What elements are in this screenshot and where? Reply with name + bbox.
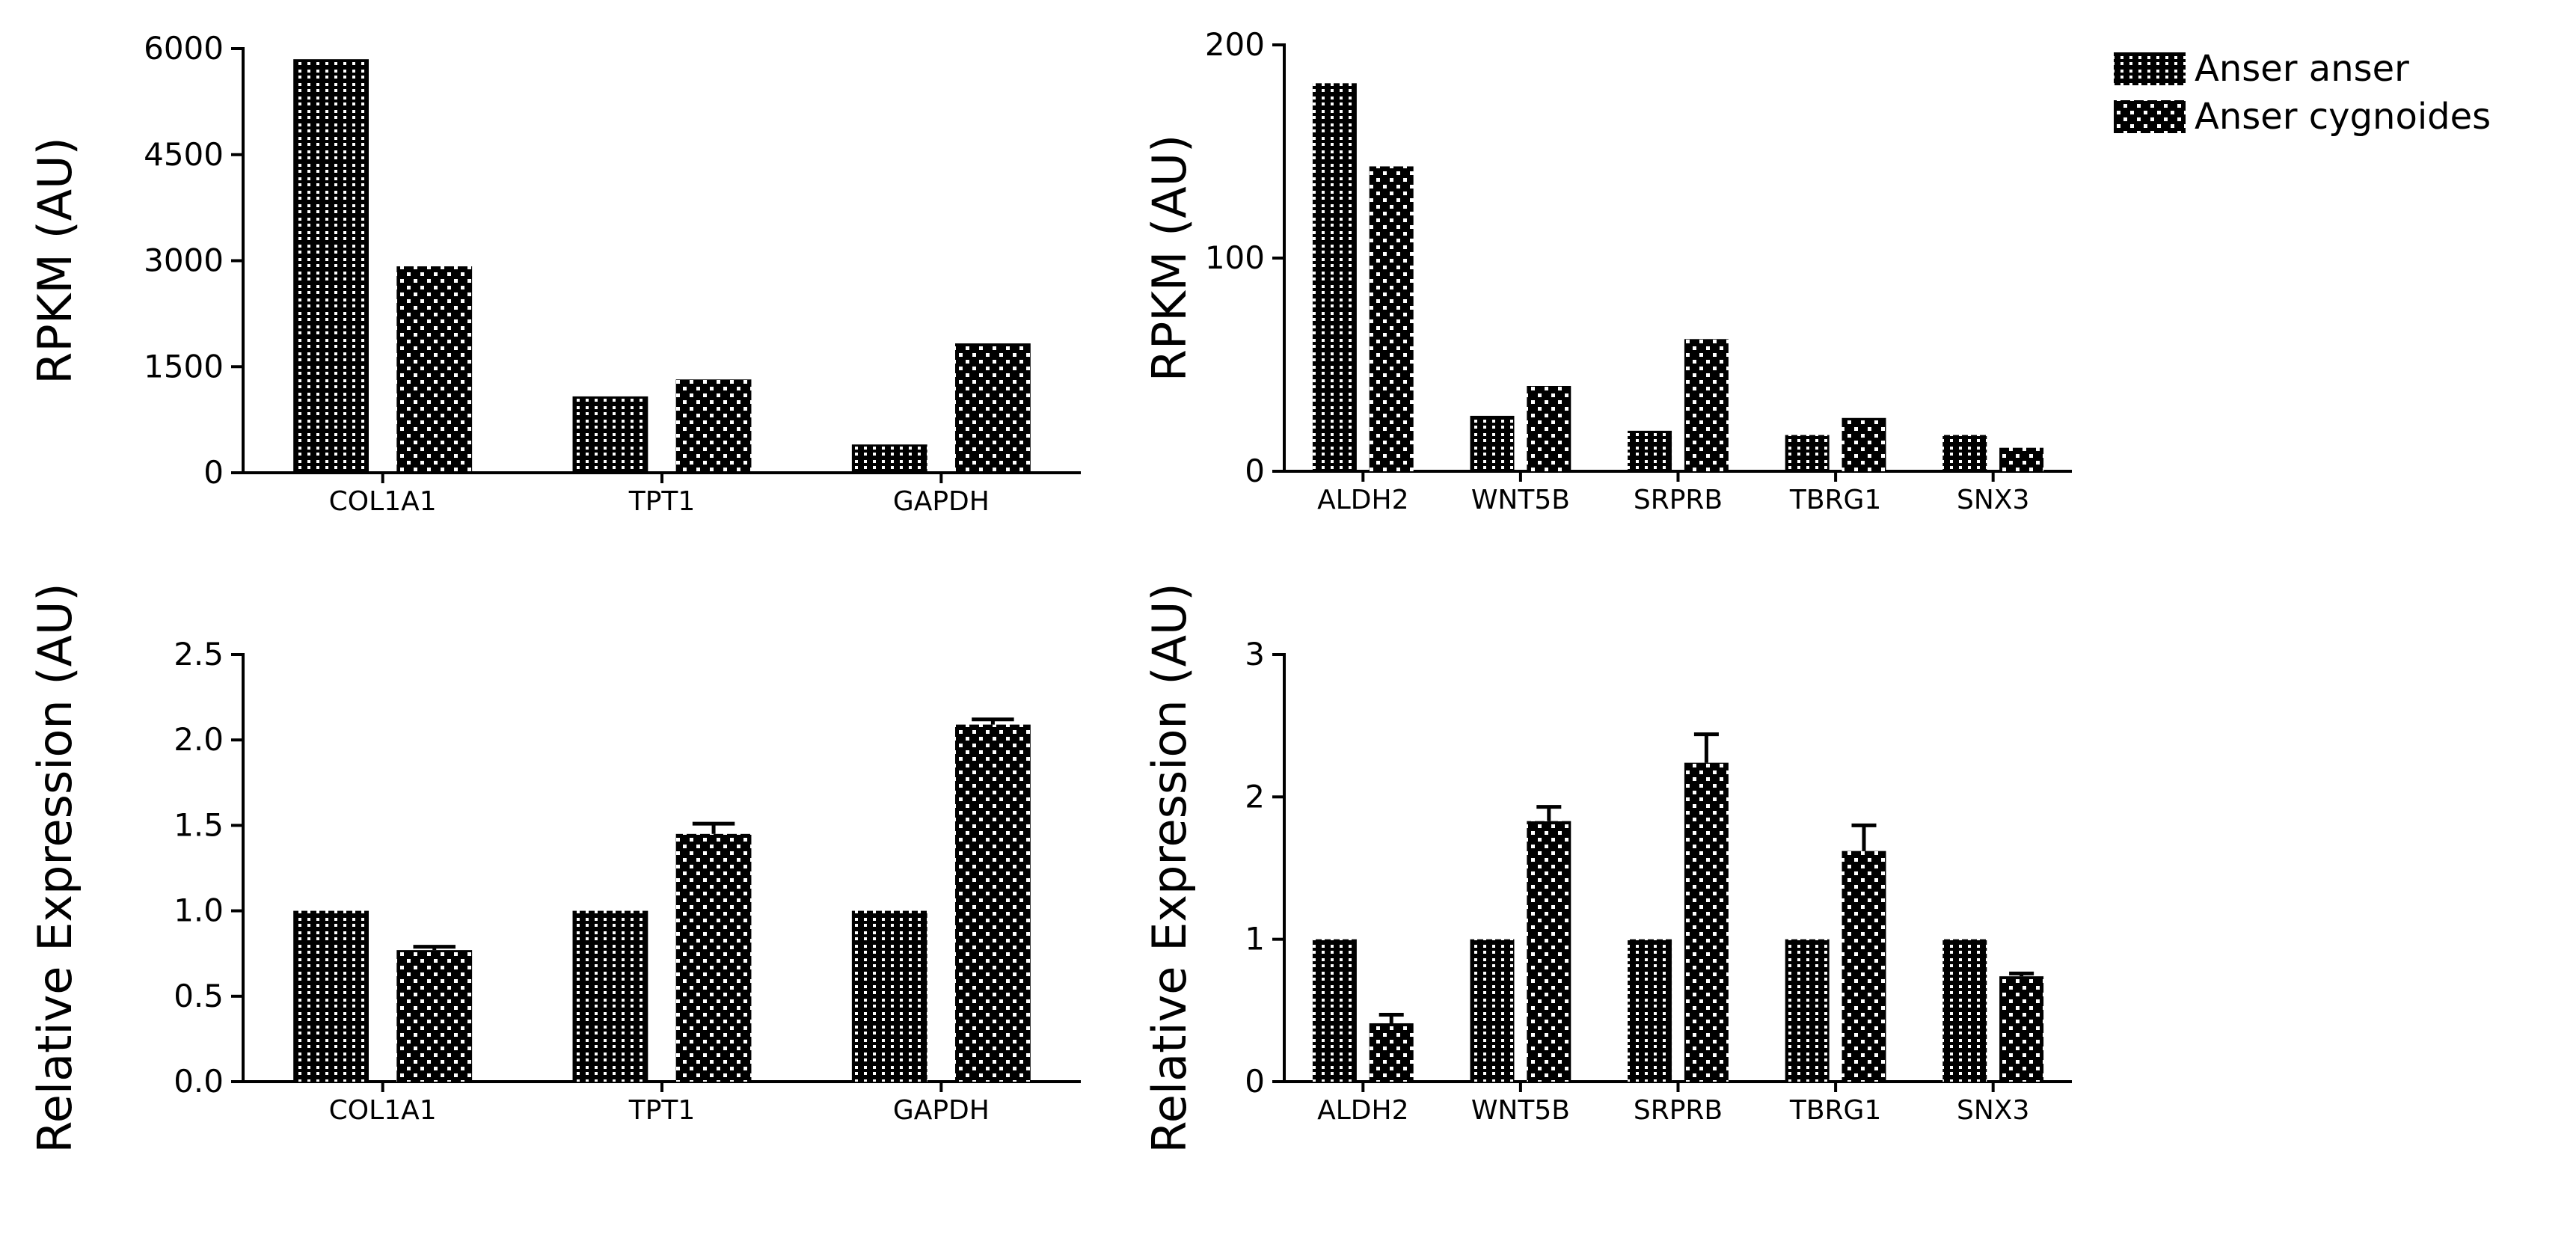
bar-anser-anser-gapdh bbox=[851, 444, 927, 473]
y-tick-label: 4500 bbox=[144, 136, 224, 173]
legend: Anser anser Anser cygnoides bbox=[2114, 48, 2491, 138]
legend-label-anser-anser: Anser anser bbox=[2195, 48, 2409, 90]
y-tick-label: 0 bbox=[1245, 453, 1265, 489]
bar-anser-anser-srprb bbox=[1628, 430, 1672, 471]
legend-label-anser-cygnoides: Anser cygnoides bbox=[2195, 96, 2491, 138]
relative-expression-chart-left: 0.0 0.5 1.0 1.5 2.0 2.5 Relative Expression (A… bbox=[28, 583, 1081, 1153]
bar-anser-cygnoides-tbrg1 bbox=[1841, 417, 1886, 471]
x-category-label: SNX3 bbox=[1957, 485, 2029, 515]
bar-anser-anser-tbrg1 bbox=[1785, 939, 1830, 1082]
y-axis-title: RPKM (AU) bbox=[28, 137, 82, 384]
bar-anser-anser-col1a1 bbox=[293, 910, 369, 1082]
bar-anser-cygnoides-aldh2 bbox=[1369, 166, 1414, 471]
legend-swatch-anser-cygnoides bbox=[2114, 100, 2186, 133]
y-tick-label: 0.0 bbox=[174, 1063, 224, 1100]
y-tick-label: 3000 bbox=[144, 242, 224, 279]
y-tick-label: 1500 bbox=[144, 348, 224, 384]
bar-anser-anser-wnt5b bbox=[1470, 939, 1515, 1082]
x-category-label: SNX3 bbox=[1957, 1095, 2029, 1126]
x-category-label: TPT1 bbox=[628, 486, 696, 517]
bar-anser-cygnoides-gapdh bbox=[955, 343, 1031, 473]
bar-anser-cygnoides-tbrg1 bbox=[1841, 851, 1886, 1082]
bar-anser-anser-gapdh bbox=[851, 910, 927, 1082]
y-tick-label: 1.0 bbox=[174, 892, 224, 929]
x-category-label: SRPRB bbox=[1634, 485, 1723, 515]
bar-anser-anser-snx3 bbox=[1942, 939, 1987, 1082]
bar-anser-anser-tbrg1 bbox=[1785, 435, 1830, 471]
bar-anser-anser-wnt5b bbox=[1470, 415, 1515, 471]
bar-anser-cygnoides-tpt1 bbox=[675, 379, 752, 473]
x-category-label: TBRG1 bbox=[1789, 1095, 1882, 1126]
bar-anser-cygnoides-wnt5b bbox=[1527, 821, 1571, 1082]
rpkm-chart-right: 0 100 200 RPKM (AU) ALDH2 WNT5B SRPRB TBRG1 SNX3 bbox=[1142, 26, 2072, 515]
x-category-label: GAPDH bbox=[893, 486, 990, 517]
y-tick-label: 1.5 bbox=[174, 806, 224, 843]
bar-anser-cygnoides-tpt1 bbox=[675, 833, 752, 1082]
y-tick-label: 6000 bbox=[144, 30, 224, 67]
x-category-label: COL1A1 bbox=[329, 486, 437, 517]
y-tick-label: 2.0 bbox=[174, 721, 224, 758]
bar-anser-anser-tpt1 bbox=[572, 396, 648, 473]
x-category-label: WNT5B bbox=[1471, 485, 1570, 515]
x-category-label: TBRG1 bbox=[1789, 485, 1882, 515]
x-category-label: ALDH2 bbox=[1317, 1095, 1408, 1126]
y-tick-label: 0 bbox=[203, 454, 224, 491]
bar-anser-cygnoides-srprb bbox=[1684, 339, 1729, 471]
bar-anser-cygnoides-snx3 bbox=[1999, 976, 2044, 1082]
y-axis-title: Relative Expression (AU) bbox=[1142, 583, 1197, 1153]
bar-anser-cygnoides-aldh2 bbox=[1369, 1023, 1414, 1082]
y-tick-label: 2 bbox=[1245, 778, 1265, 815]
bar-anser-anser-srprb bbox=[1628, 939, 1672, 1082]
y-tick-label: 1 bbox=[1245, 921, 1265, 957]
x-category-label: ALDH2 bbox=[1317, 485, 1408, 515]
y-tick-label: 0 bbox=[1245, 1063, 1265, 1100]
bar-anser-cygnoides-gapdh bbox=[955, 724, 1031, 1082]
legend-swatch-anser-anser bbox=[2114, 52, 2186, 85]
bar-anser-anser-aldh2 bbox=[1312, 83, 1357, 472]
bar-anser-cygnoides-col1a1 bbox=[396, 266, 473, 473]
y-axis-title: Relative Expression (AU) bbox=[28, 583, 82, 1153]
x-category-label: COL1A1 bbox=[329, 1095, 437, 1126]
bar-anser-anser-col1a1 bbox=[293, 59, 369, 474]
bar-anser-anser-snx3 bbox=[1942, 435, 1987, 471]
y-tick-label: 2.5 bbox=[174, 636, 224, 672]
x-category-label: GAPDH bbox=[893, 1095, 990, 1126]
bar-anser-anser-aldh2 bbox=[1312, 939, 1357, 1082]
bar-anser-cygnoides-col1a1 bbox=[396, 950, 473, 1082]
relative-expression-chart-right: 0 1 2 3 Relative Expression (AU) ALDH2 WNT5B SR… bbox=[1142, 583, 2072, 1153]
y-tick-label: 100 bbox=[1205, 239, 1265, 276]
y-tick-label: 3 bbox=[1245, 636, 1265, 672]
bar-anser-anser-tpt1 bbox=[572, 910, 648, 1082]
x-category-label: SRPRB bbox=[1634, 1095, 1723, 1126]
y-axis-title: RPKM (AU) bbox=[1142, 135, 1197, 382]
bar-anser-cygnoides-srprb bbox=[1684, 762, 1729, 1082]
x-category-label: TPT1 bbox=[628, 1095, 696, 1126]
y-tick-label: 200 bbox=[1205, 26, 1265, 63]
rpkm-chart-left: 0 1500 3000 4500 6000 RPKM (AU) COL1A1 TPT1 GAPD… bbox=[28, 30, 1081, 517]
y-tick-label: 0.5 bbox=[174, 978, 224, 1014]
x-category-label: WNT5B bbox=[1471, 1095, 1570, 1126]
bar-anser-cygnoides-snx3 bbox=[1999, 447, 2044, 471]
bar-anser-cygnoides-wnt5b bbox=[1527, 386, 1571, 471]
